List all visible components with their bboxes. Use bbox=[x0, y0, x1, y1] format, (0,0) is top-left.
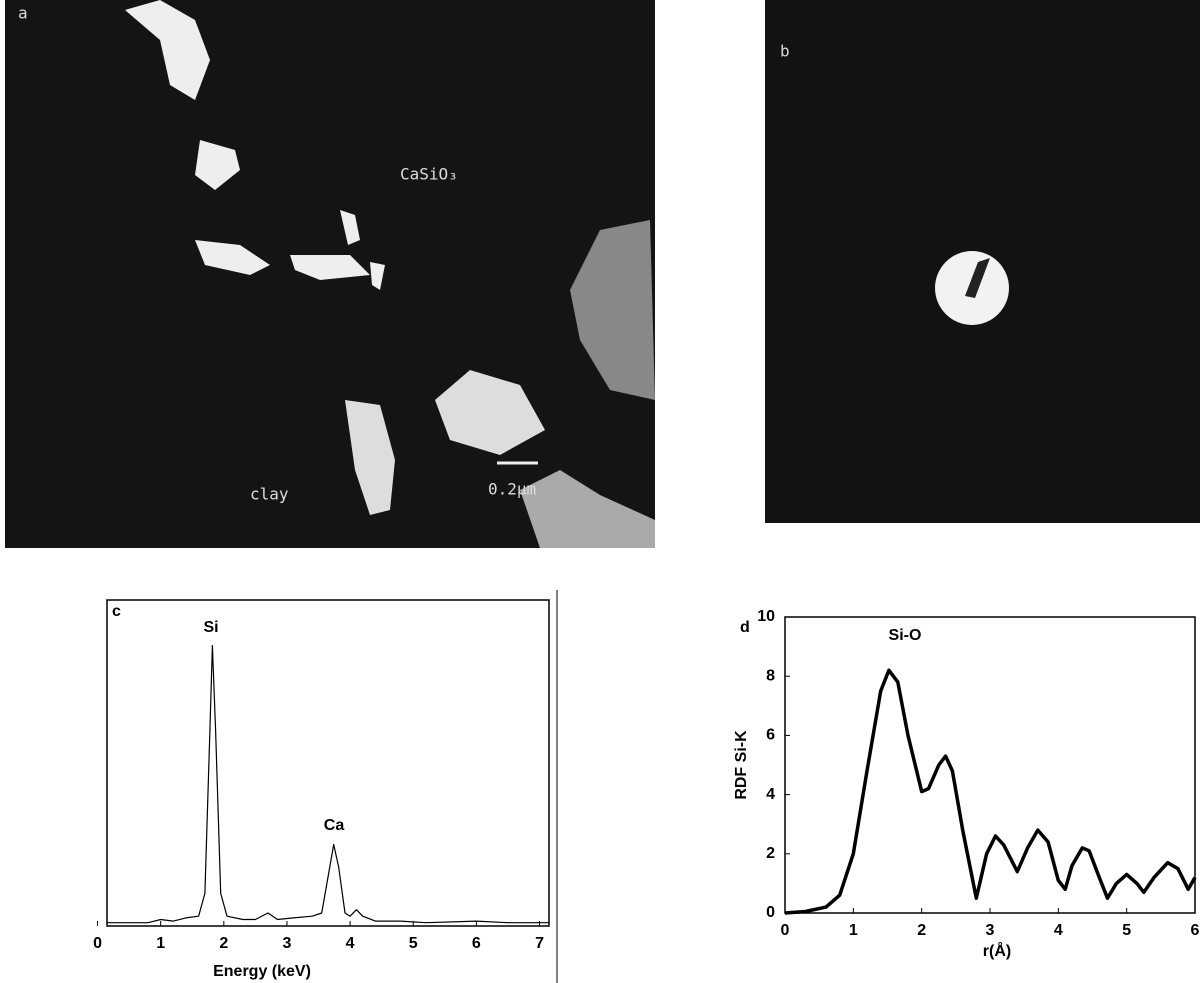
particle bbox=[195, 240, 270, 275]
x-tick-label: 7 bbox=[535, 935, 544, 952]
x-tick-label: 4 bbox=[1054, 922, 1063, 939]
particle bbox=[340, 210, 360, 245]
x-tick-label: 1 bbox=[156, 935, 165, 952]
y-tick-label: 6 bbox=[766, 727, 775, 744]
panel-label: c bbox=[112, 603, 121, 620]
particle bbox=[345, 400, 395, 515]
x-tick-label: 3 bbox=[283, 935, 292, 952]
panel-label: d bbox=[740, 619, 750, 636]
annotation: CaSiO₃ bbox=[400, 165, 458, 184]
particle bbox=[290, 255, 370, 280]
data-line bbox=[107, 645, 549, 924]
particle bbox=[125, 0, 210, 100]
x-tick-label: 6 bbox=[1191, 922, 1200, 939]
particle bbox=[435, 370, 545, 455]
y-tick-label: 2 bbox=[766, 845, 775, 862]
y-tick-label: 8 bbox=[766, 667, 775, 684]
x-tick-label: 3 bbox=[986, 922, 995, 939]
x-tick-label: 6 bbox=[472, 935, 481, 952]
particle bbox=[370, 262, 385, 290]
x-tick-label: 4 bbox=[346, 935, 355, 952]
y-tick-label: 10 bbox=[757, 608, 775, 625]
x-tick-label: 1 bbox=[849, 922, 858, 939]
micrograph-a: a CaSiO₃ clay 0.2µm bbox=[5, 0, 655, 548]
x-tick-label: 0 bbox=[781, 922, 790, 939]
x-axis-label: Energy (keV) bbox=[213, 963, 311, 980]
x-tick-label: 5 bbox=[409, 935, 418, 952]
y-tick-label: 4 bbox=[766, 786, 775, 803]
panel-label: a bbox=[18, 4, 28, 23]
data-line bbox=[784, 668, 1197, 915]
x-tick-label: 2 bbox=[219, 935, 228, 952]
x-tick-label: 5 bbox=[1122, 922, 1131, 939]
particle bbox=[520, 470, 655, 548]
peak-label: Si-O bbox=[889, 627, 922, 644]
micrograph-b: b bbox=[765, 0, 1200, 523]
plot-frame bbox=[784, 616, 1196, 914]
x-tick-label: 2 bbox=[917, 922, 926, 939]
particle bbox=[195, 140, 240, 190]
y-tick-label: 0 bbox=[766, 904, 775, 921]
panel-label: b bbox=[780, 42, 790, 61]
particle bbox=[570, 220, 655, 400]
beam-stop bbox=[965, 258, 990, 298]
peak-label: Si bbox=[203, 619, 218, 636]
plot-frame bbox=[106, 599, 550, 927]
y-axis-label: RDF Si-K bbox=[733, 730, 750, 800]
x-axis-label: r(Å) bbox=[983, 941, 1011, 960]
annotation: 0.2µm bbox=[488, 480, 536, 499]
peak-label: Ca bbox=[324, 817, 345, 834]
annotation: clay bbox=[250, 485, 289, 504]
x-tick-label: 0 bbox=[93, 935, 102, 952]
